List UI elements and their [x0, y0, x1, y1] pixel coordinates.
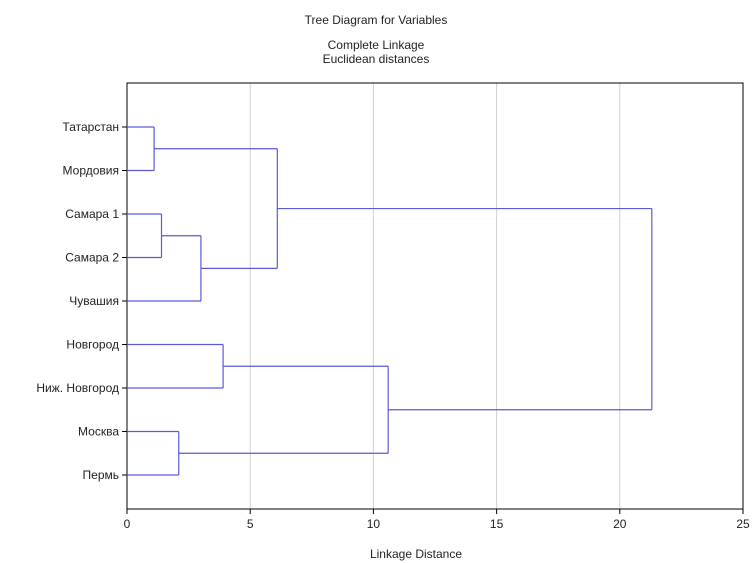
leaf-label-1: Мордовия: [63, 164, 119, 178]
x-tick-label-2: 10: [367, 517, 381, 531]
leaf-label-5: Новгород: [66, 338, 119, 352]
x-tick-label-0: 0: [124, 517, 131, 531]
leaf-label-8: Пермь: [83, 468, 119, 482]
leaf-label-6: Ниж. Новгород: [36, 381, 119, 395]
plot-frame: [126, 82, 744, 510]
x-axis-label: Linkage Distance: [369, 547, 463, 561]
x-tick-label-5: 25: [736, 517, 750, 531]
leaf-label-3: Самара 2: [65, 251, 119, 265]
x-tick-label-3: 15: [490, 517, 504, 531]
x-tick-label-1: 5: [247, 517, 254, 531]
leaf-label-0: Татарстан: [62, 120, 119, 134]
leaf-label-7: Москва: [78, 425, 119, 439]
x-tick-label-4: 20: [613, 517, 627, 531]
chart-title: Tree Diagram for Variables: [304, 13, 448, 27]
chart-subtitle-linkage: Complete Linkage: [327, 38, 425, 52]
leaf-label-4: Чувашия: [69, 294, 119, 308]
leaf-label-2: Самара 1: [65, 207, 119, 221]
chart-subtitle-distance: Euclidean distances: [322, 52, 430, 66]
